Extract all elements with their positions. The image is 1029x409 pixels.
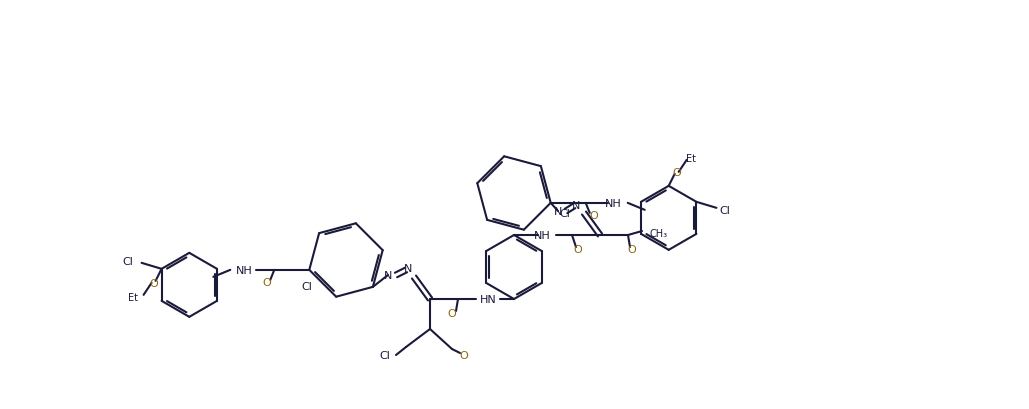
Text: N: N xyxy=(572,200,580,211)
Text: O: O xyxy=(573,245,582,254)
Text: Cl: Cl xyxy=(379,350,390,360)
Text: N: N xyxy=(384,270,392,280)
Text: NH: NH xyxy=(605,198,623,208)
Text: Cl: Cl xyxy=(122,256,134,266)
Text: Cl: Cl xyxy=(301,281,313,291)
Text: NH: NH xyxy=(236,265,253,275)
Text: Et: Et xyxy=(685,153,696,164)
Text: O: O xyxy=(262,277,271,287)
Text: O: O xyxy=(628,245,636,254)
Text: N: N xyxy=(403,263,413,273)
Text: N: N xyxy=(554,207,562,216)
Text: O: O xyxy=(672,167,681,178)
Text: NH: NH xyxy=(534,230,551,240)
Text: CH₃: CH₃ xyxy=(650,229,668,238)
Text: O: O xyxy=(448,308,457,318)
Text: O: O xyxy=(590,210,598,220)
Text: O: O xyxy=(149,278,158,288)
Text: Et: Et xyxy=(128,292,138,302)
Text: Cl: Cl xyxy=(560,208,570,218)
Text: Cl: Cl xyxy=(719,205,730,215)
Text: HN: HN xyxy=(480,294,496,304)
Text: O: O xyxy=(460,350,468,360)
